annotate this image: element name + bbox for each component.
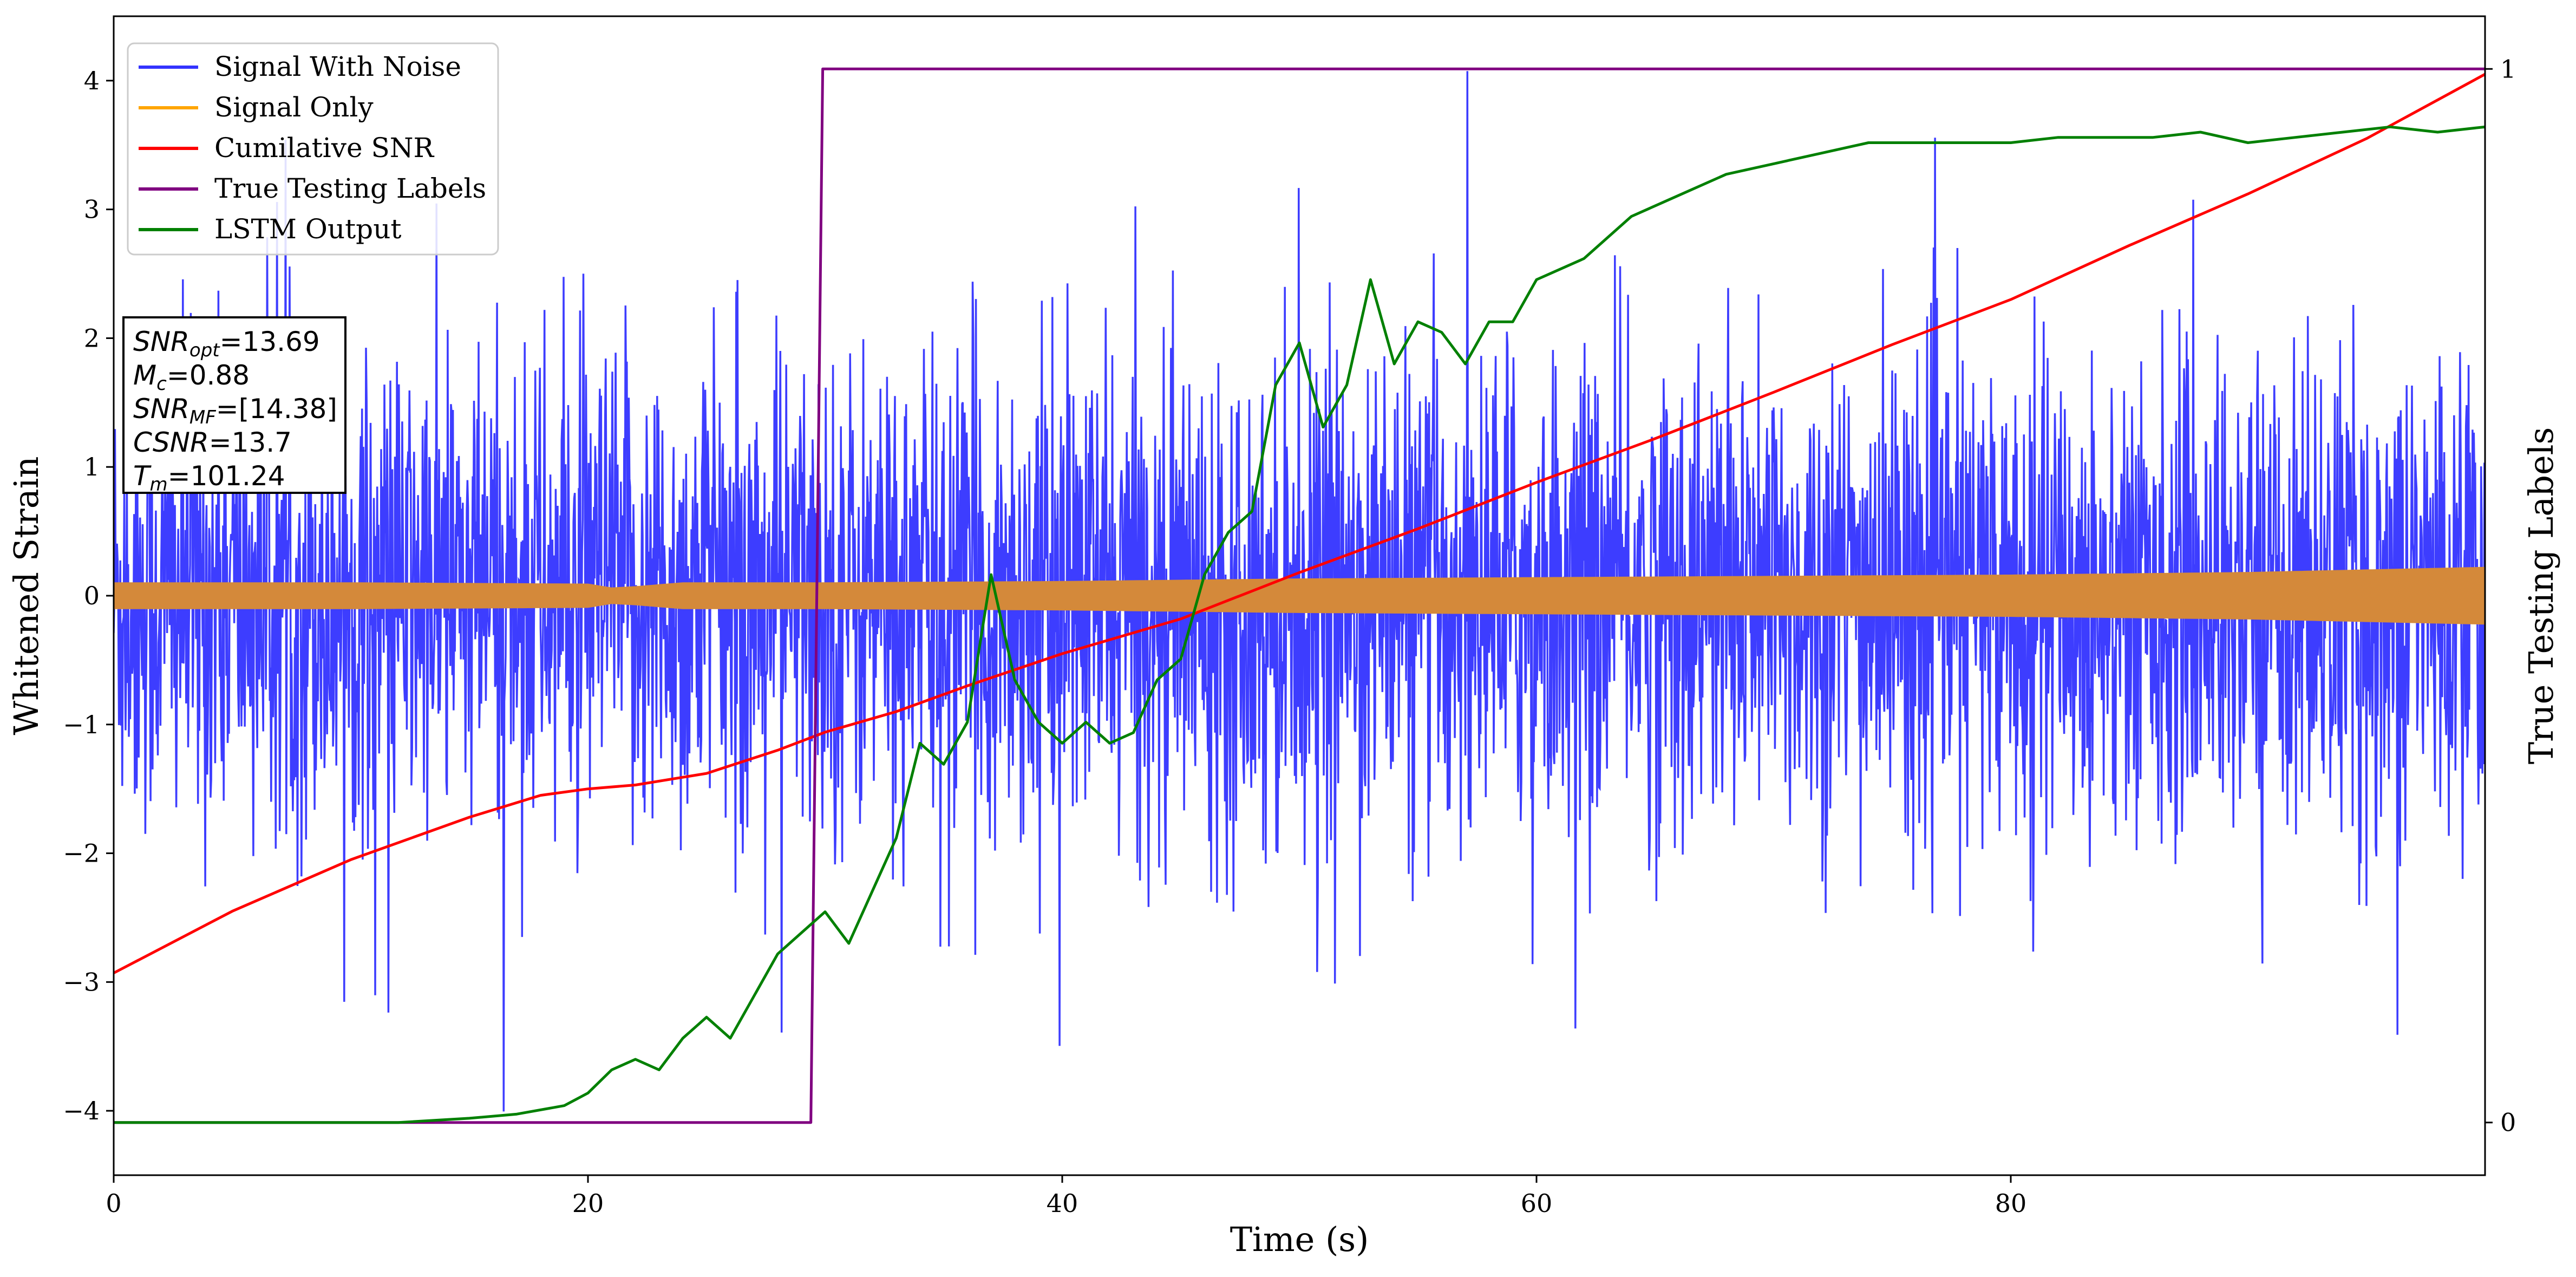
y-tick-label: 3 bbox=[84, 195, 100, 224]
series-true-testing-labels bbox=[114, 67, 2485, 1124]
y-tick-label: −4 bbox=[63, 1096, 100, 1125]
y-tick-label: 2 bbox=[84, 323, 100, 353]
y-tick-label: −3 bbox=[63, 967, 100, 996]
legend-entry: Cumilative SNR bbox=[214, 132, 434, 164]
annotation-box: SNRopt=13.69Mc=0.88SNRMF=[14.38]CSNR=13.… bbox=[122, 316, 346, 496]
legend-frame bbox=[127, 42, 499, 256]
legend-entry: True Testing Labels bbox=[214, 173, 486, 204]
annotation-line: Mc=0.88 bbox=[133, 360, 250, 395]
y-right-tick-label: 1 bbox=[2500, 54, 2516, 83]
y-right-tick-label: 0 bbox=[2500, 1108, 2516, 1137]
y-tick-label: 0 bbox=[84, 581, 100, 610]
series-layer bbox=[114, 67, 2485, 1124]
x-tick-label: 40 bbox=[1047, 1189, 1078, 1218]
x-tick-label: 20 bbox=[572, 1189, 604, 1218]
annotation-frame bbox=[122, 316, 346, 494]
legend-entry: LSTM Output bbox=[214, 213, 401, 245]
x-tick-label: 80 bbox=[1995, 1189, 2027, 1218]
x-tick-label: 60 bbox=[1521, 1189, 1553, 1218]
annotation-line: SNRMF=[14.38] bbox=[133, 393, 337, 428]
y-axis-label: Whitened Strain bbox=[6, 457, 46, 735]
y-axis-right-label: True Testing Labels bbox=[2521, 427, 2561, 765]
legend: Signal With Noise Signal Only Cumilative S… bbox=[127, 42, 499, 256]
y-tick-label: −2 bbox=[63, 839, 100, 868]
annotation-line: SNRopt=13.69 bbox=[133, 326, 320, 361]
x-axis-label: Time (s) bbox=[1230, 1220, 1369, 1259]
y-tick-label: 4 bbox=[84, 66, 100, 95]
annotation-line: Tm=101.24 bbox=[133, 460, 285, 496]
annotation-line: CSNR=13.7 bbox=[133, 427, 292, 458]
y-tick-label: 1 bbox=[84, 452, 100, 481]
legend-entry: Signal Only bbox=[214, 92, 374, 123]
series-signal-only bbox=[114, 566, 2485, 625]
legend-entry: Signal With Noise bbox=[214, 51, 461, 82]
series-cumilative-snr bbox=[114, 73, 2485, 974]
x-tick-label: 0 bbox=[106, 1189, 121, 1218]
series-lstm-output bbox=[114, 125, 2485, 1124]
y-tick-label: −1 bbox=[63, 710, 100, 739]
